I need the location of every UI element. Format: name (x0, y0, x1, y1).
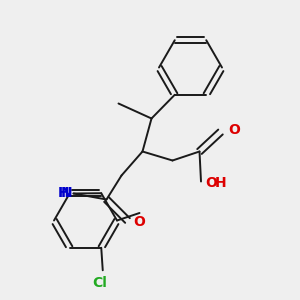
Text: N: N (60, 186, 72, 200)
Text: O: O (134, 215, 146, 229)
Text: H: H (57, 186, 69, 200)
Text: Cl: Cl (92, 276, 107, 290)
Text: O: O (228, 124, 240, 137)
Text: O: O (206, 176, 218, 190)
Text: H: H (214, 176, 226, 190)
